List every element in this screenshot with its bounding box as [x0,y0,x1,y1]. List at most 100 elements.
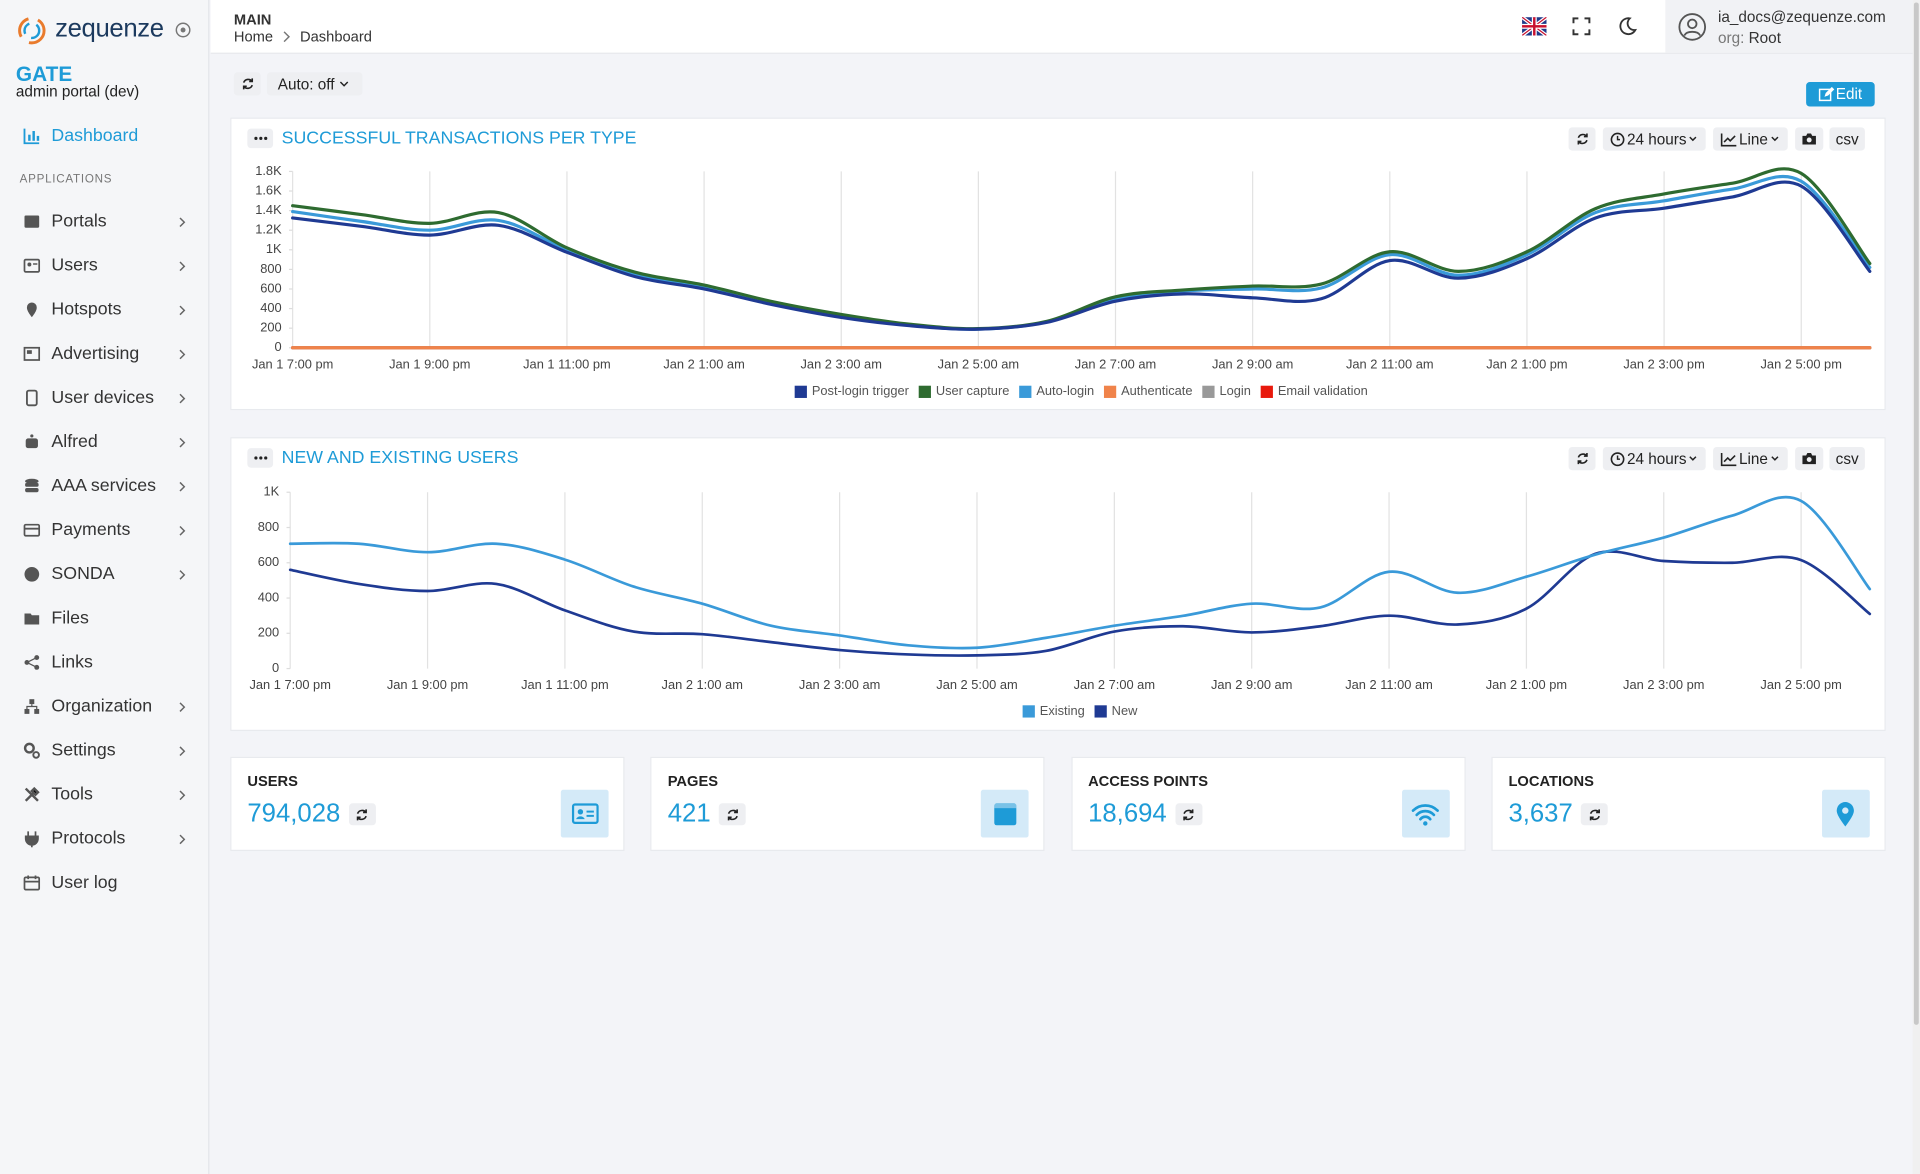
stat-icon-glyph [571,802,599,824]
nav-item[interactable]: Settings [0,732,208,769]
dropdown-caret [1771,136,1779,141]
stat-refresh-button[interactable] [1581,803,1609,826]
nav-dashboard[interactable]: Dashboard [0,118,208,155]
y-tick-label: 0 [272,660,279,675]
chevron [179,834,186,845]
nav-item[interactable]: SONDA [0,556,208,593]
clock-hands [1616,454,1620,460]
nav-icon [25,434,38,449]
fullscreen-button[interactable] [1572,17,1591,36]
nav-item[interactable]: AAA services [0,468,208,505]
nav-item[interactable]: Advertising [0,336,208,373]
legend-swatch [1202,385,1215,398]
nav-item[interactable]: Hotspots [0,291,208,328]
caret [1771,136,1779,141]
stat-icon [1401,789,1450,838]
stat-label: LOCATIONS [1508,772,1594,790]
refresh-glyph [357,808,368,820]
auto-refresh-select[interactable]: Auto: off [266,72,363,96]
x-tick-label: Jan 1 9:00 pm [389,356,470,371]
stat-refresh-button[interactable] [1175,803,1203,826]
x-tick-label: Jan 2 11:00 am [1345,677,1433,692]
legend-swatch [1022,705,1035,718]
nav-item[interactable]: User log [0,864,208,901]
nav-item[interactable]: Users [0,247,208,284]
chart-refresh-button[interactable] [1568,127,1596,151]
dropdown-caret [1771,455,1779,461]
nav-item[interactable]: Links [0,644,208,681]
nav-item[interactable]: Tools [0,776,208,813]
screenshot-button[interactable] [1795,127,1824,151]
refresh-icon [1576,453,1588,465]
y-tick-label: 1.6K [255,182,282,197]
nav-chevron [179,526,186,536]
stat-icon [981,789,1029,838]
dot [253,136,257,140]
y-tick-label: 600 [260,280,281,295]
nav-chevron [179,790,186,801]
nav-item[interactable]: Protocols [0,820,208,857]
chevron [179,305,186,316]
app-subtitle: admin portal (dev) [15,83,140,101]
dropdown-caret [340,80,349,87]
chevron [179,526,186,536]
nav-icon [24,613,40,625]
csv-button[interactable]: csv [1829,446,1865,471]
stat-refresh-button[interactable] [348,803,376,826]
scrollbar[interactable] [1912,0,1920,1174]
breadcrumb-link[interactable]: Home [233,28,274,46]
menu-dots [253,136,267,140]
language-flag[interactable] [1522,17,1547,36]
dot [253,456,257,460]
refresh-icon [727,808,738,820]
edit-button[interactable]: Edit [1806,82,1875,107]
legend-swatch [1019,385,1032,398]
series-line [291,180,1872,331]
stat-card: USERS 794,028 [230,756,625,852]
stat-refresh-button[interactable] [719,803,747,826]
nav-chevron [179,746,186,757]
auto-refresh-label: Auto: off [277,75,335,93]
dark-mode-button[interactable] [1618,16,1638,36]
user-menu[interactable]: ia_docs@zequenze.com org: Root [1665,0,1913,53]
nav-label: Users [51,255,98,276]
sidebar: zequenze GATE admin portal (dev) Dashboa… [0,0,210,1174]
chevron [179,481,186,492]
csv-button[interactable]: csv [1829,127,1865,151]
x-tick-label: Jan 1 7:00 pm [250,677,331,692]
nav-label: Links [51,652,93,673]
range-select[interactable]: 24 hours [1602,127,1706,151]
nav-label: Advertising [51,344,140,364]
pin-button[interactable] [175,22,191,38]
refresh-button[interactable] [233,72,261,96]
nav-item[interactable]: Alfred [0,424,208,461]
chevron [179,349,186,360]
screenshot-button[interactable] [1795,446,1824,471]
mode-select[interactable]: Line [1713,127,1788,151]
y-tick-label: 1.8K [255,163,282,178]
range-select[interactable]: 24 hours [1602,446,1706,471]
chevron [179,702,186,712]
nav-item[interactable]: Portals [0,203,208,240]
nav-item[interactable]: User devices [0,380,208,417]
chart-menu-button[interactable] [247,128,274,149]
mode-select[interactable]: Line [1713,446,1788,471]
x-tick-label: Jan 1 9:00 pm [387,677,468,692]
nav-chevron [179,702,186,712]
chart-refresh-button[interactable] [1568,446,1596,471]
series-line [291,174,1872,331]
scrollbar-thumb[interactable] [1913,2,1919,1025]
stat-icon [560,789,609,838]
nav-item[interactable]: Organization [0,688,208,725]
mode-label: Line [1738,450,1768,468]
x-tick-label: Jan 2 3:00 am [799,677,880,692]
nav-label: Protocols [51,828,126,849]
stat-label: PAGES [667,772,719,790]
nav-item[interactable]: Files [0,600,208,637]
nav-icon [23,258,41,273]
nav-item[interactable]: Payments [0,512,208,549]
csv-label: csv [1835,450,1859,468]
chart-menu-button[interactable] [247,448,274,468]
stat-value-row: 421 [668,800,747,829]
